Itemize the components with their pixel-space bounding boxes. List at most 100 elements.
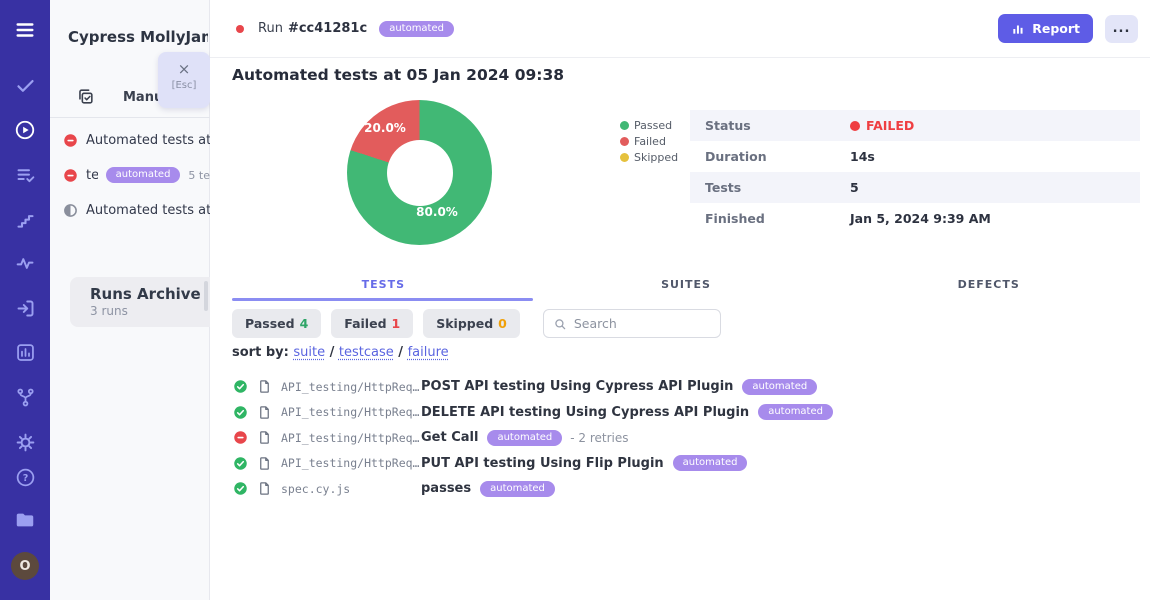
test-title[interactable]: DELETE API testing Using Cypress API Plu… bbox=[421, 404, 750, 420]
run-summary-table: Status FAILED Duration 14s Tests 5 Finis… bbox=[690, 110, 1140, 234]
failed-icon bbox=[234, 431, 247, 444]
run-label: Automated tests at 0 bbox=[86, 202, 210, 218]
bar-chart-icon[interactable] bbox=[0, 340, 50, 364]
sort-by-testcase[interactable]: testcase bbox=[338, 345, 394, 360]
test-title[interactable]: Get Call bbox=[421, 430, 479, 446]
filter-label: Passed bbox=[245, 316, 295, 331]
test-suite[interactable]: API_testing/HttpReq… bbox=[281, 430, 420, 445]
sidebar-run-item[interactable]: Automated tests at 0 bbox=[50, 128, 210, 152]
close-icon[interactable]: × bbox=[177, 60, 191, 78]
run-label: Run bbox=[258, 21, 283, 36]
esc-hint: [Esc] bbox=[171, 80, 197, 91]
svg-text:?: ? bbox=[22, 473, 28, 484]
summary-label: Finished bbox=[705, 211, 765, 226]
test-row[interactable]: API_testing/HttpReq… Get Call automated … bbox=[232, 425, 1140, 451]
active-tab-underline bbox=[232, 298, 534, 301]
test-title[interactable]: passes bbox=[421, 481, 472, 497]
user-avatar[interactable]: O bbox=[11, 552, 39, 580]
legend-item-failed[interactable]: Failed bbox=[620, 133, 678, 149]
tab-tests[interactable]: TESTS bbox=[361, 278, 406, 291]
legend-item-skipped[interactable]: Skipped bbox=[620, 149, 678, 165]
activity-icon[interactable] bbox=[0, 251, 50, 275]
sidebar-run-item[interactable]: Automated tests at 0 bbox=[50, 198, 210, 222]
sort-by-failure[interactable]: failure bbox=[407, 345, 449, 360]
failed-status-dot bbox=[850, 120, 860, 131]
runs-archive-item[interactable]: Runs Archive 3 runs bbox=[70, 277, 210, 327]
filter-failed-button[interactable]: Failed 1 bbox=[331, 309, 414, 338]
filter-label: Skipped bbox=[436, 316, 494, 331]
more-button[interactable]: ... bbox=[1105, 14, 1138, 43]
report-button[interactable]: Report bbox=[998, 14, 1093, 43]
results-tabs: TESTS SUITES DEFECTS bbox=[232, 271, 1140, 301]
project-title[interactable]: Cypress MollyJam P bbox=[68, 28, 208, 46]
sort-by-suite[interactable]: suite bbox=[293, 345, 326, 360]
sidebar-divider bbox=[50, 117, 210, 118]
filter-skipped-button[interactable]: Skipped 0 bbox=[423, 309, 520, 338]
test-row[interactable]: API_testing/HttpReq… DELETE API testing … bbox=[232, 400, 1140, 426]
automated-badge: automated bbox=[672, 455, 748, 472]
automated-badge: automated bbox=[742, 378, 818, 395]
tests-value: 5 bbox=[850, 180, 859, 195]
skipped-dot bbox=[620, 152, 629, 162]
esc-tooltip: × [Esc] bbox=[158, 52, 210, 108]
run-title: Automated tests at 05 Jan 2024 09:38 bbox=[232, 66, 565, 84]
tab-defects[interactable]: DEFECTS bbox=[957, 278, 1020, 291]
legend-label: Passed bbox=[634, 118, 673, 132]
legend-item-passed[interactable]: Passed bbox=[620, 117, 678, 133]
test-row[interactable]: API_testing/HttpReq… PUT API testing Usi… bbox=[232, 451, 1140, 477]
partial-icon bbox=[64, 203, 77, 217]
chart-legend: Passed Failed Skipped bbox=[620, 117, 678, 165]
test-title[interactable]: PUT API testing Using Flip Plugin bbox=[421, 455, 664, 471]
automated-badge: automated bbox=[105, 167, 181, 183]
archive-subtitle: 3 runs bbox=[90, 304, 128, 318]
test-suite[interactable]: spec.cy.js bbox=[281, 481, 351, 496]
sidebar-run-item[interactable]: test automated 5 te bbox=[50, 163, 210, 187]
search-icon bbox=[555, 318, 566, 329]
tab-suites[interactable]: SUITES bbox=[661, 278, 711, 291]
filter-count: 4 bbox=[299, 316, 309, 331]
filter-label: Failed bbox=[344, 316, 387, 331]
main-panel: Run #cc41281c automated Report ... Autom… bbox=[210, 0, 1150, 600]
results-donut-chart[interactable] bbox=[347, 100, 492, 245]
project-sidebar: Cypress MollyJam P Manual × [Esc] Automa… bbox=[50, 0, 210, 600]
search-box[interactable] bbox=[542, 309, 721, 338]
test-title[interactable]: POST API testing Using Cypress API Plugi… bbox=[421, 379, 734, 395]
file-icon bbox=[260, 380, 269, 393]
test-row[interactable]: API_testing/HttpReq… POST API testing Us… bbox=[232, 374, 1140, 400]
filter-passed-button[interactable]: Passed 4 bbox=[232, 309, 322, 338]
help-icon[interactable]: ? bbox=[0, 465, 50, 489]
milestones-icon[interactable] bbox=[0, 208, 50, 232]
run-meta: 5 te bbox=[188, 168, 210, 182]
passed-icon bbox=[234, 380, 247, 393]
search-input[interactable] bbox=[573, 316, 704, 331]
sidebar-scrollbar[interactable] bbox=[204, 281, 208, 311]
gear-icon[interactable] bbox=[0, 430, 50, 454]
test-suite[interactable]: API_testing/HttpReq… bbox=[281, 379, 420, 394]
test-row[interactable]: spec.cy.js passes automated bbox=[232, 476, 1140, 502]
check-icon[interactable] bbox=[0, 73, 50, 97]
file-icon bbox=[260, 406, 269, 419]
summary-row-tests: Tests 5 bbox=[690, 172, 1140, 203]
run-id: #cc41281c bbox=[287, 21, 368, 36]
run-header: Run #cc41281c automated Report ... bbox=[210, 0, 1150, 58]
branch-icon[interactable] bbox=[0, 385, 50, 409]
summary-label: Status bbox=[705, 118, 751, 133]
play-circle-icon[interactable] bbox=[0, 118, 50, 142]
finished-value: Jan 5, 2024 9:39 AM bbox=[850, 211, 991, 226]
run-label: Automated tests at 0 bbox=[86, 132, 210, 148]
sort-bar: sort by: suite / testcase / failure bbox=[232, 345, 449, 360]
automated-badge: automated bbox=[480, 480, 555, 497]
file-icon bbox=[260, 482, 269, 495]
list-check-icon[interactable] bbox=[0, 163, 50, 187]
folder-icon[interactable] bbox=[0, 508, 50, 532]
test-suite[interactable]: API_testing/HttpReq… bbox=[281, 456, 420, 471]
test-suite[interactable]: API_testing/HttpReq… bbox=[281, 405, 420, 420]
sort-prefix: sort by: bbox=[232, 345, 289, 360]
sign-in-icon[interactable] bbox=[0, 296, 50, 320]
menu-icon[interactable] bbox=[0, 18, 50, 42]
run-label: test bbox=[86, 167, 98, 183]
run-status-dot bbox=[236, 24, 244, 33]
sort-separator: / bbox=[329, 345, 335, 360]
file-icon bbox=[260, 457, 269, 470]
app-rail: ? O bbox=[0, 0, 50, 600]
